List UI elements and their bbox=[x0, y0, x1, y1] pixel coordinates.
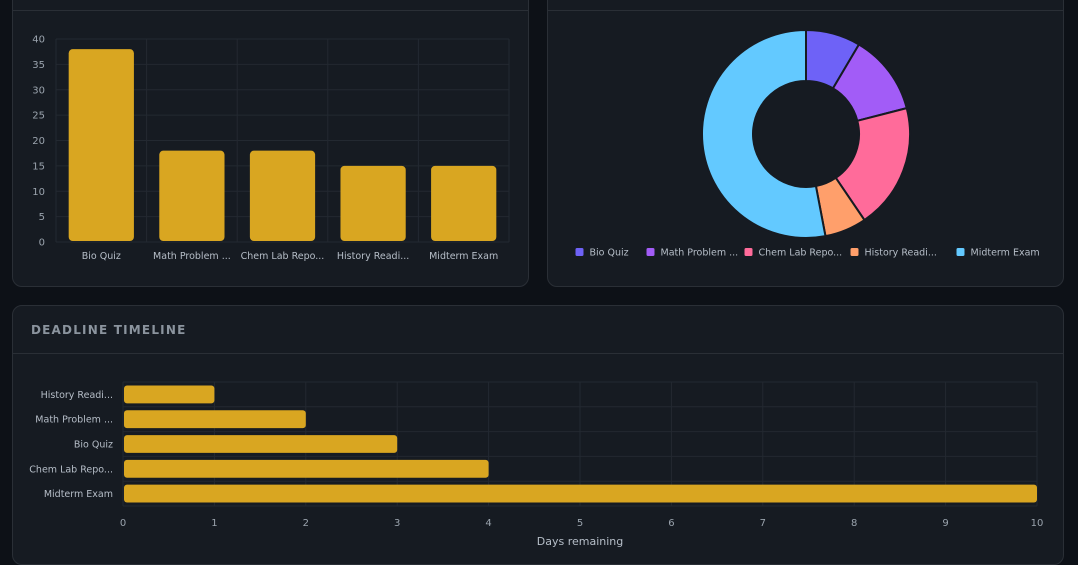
bar bbox=[159, 150, 225, 241]
y-tick-label: 10 bbox=[32, 187, 45, 198]
x-tick-label: 1 bbox=[211, 518, 217, 529]
y-tick-label: 40 bbox=[32, 35, 45, 46]
x-tick-label: Midterm Exam bbox=[429, 251, 498, 262]
legend-swatch bbox=[575, 248, 584, 256]
distribution-donut-chart: Bio Quiz Math Problem ... Chem Lab Repo...… bbox=[575, 28, 1040, 259]
x-tick-label: 4 bbox=[485, 518, 491, 529]
legend-label: Midterm Exam bbox=[971, 248, 1040, 259]
legend-label: History Readi... bbox=[865, 248, 937, 259]
panel-divider bbox=[13, 353, 1063, 354]
x-tick-label: 9 bbox=[942, 518, 948, 529]
bar bbox=[340, 165, 406, 241]
panel-divider bbox=[548, 10, 1063, 11]
legend-item: History Readi... bbox=[850, 248, 937, 259]
y-tick-label: Chem Lab Repo... bbox=[29, 464, 113, 475]
y-tick-label: Midterm Exam bbox=[44, 489, 113, 500]
legend-swatch bbox=[956, 248, 965, 256]
legend-label: Math Problem ... bbox=[661, 248, 739, 259]
timeline-bar bbox=[124, 410, 306, 429]
legend-item: Math Problem ... bbox=[646, 248, 739, 259]
x-tick-label: 2 bbox=[303, 518, 309, 529]
distribution-donut-chart-panel: Bio Quiz Math Problem ... Chem Lab Repo...… bbox=[547, 0, 1064, 287]
workload-bar-chart: 0 5 10 15 20 25 30 35 40 Bio Quiz Math Problem ...… bbox=[32, 35, 510, 262]
x-axis-label: Days remaining bbox=[537, 535, 624, 548]
x-tick-label: 10 bbox=[1031, 518, 1044, 529]
bar bbox=[68, 49, 134, 242]
legend-swatch bbox=[850, 248, 859, 256]
y-tick-label: 15 bbox=[32, 161, 45, 172]
deadline-timeline-panel: DEADLINE TIMELINE 0 1 2 3 4 5 6 7 8 9 10 History Re… bbox=[12, 305, 1064, 565]
legend-swatch bbox=[646, 248, 655, 256]
legend-item: Midterm Exam bbox=[956, 248, 1040, 259]
y-tick-label: 5 bbox=[39, 212, 45, 223]
y-tick-label: 35 bbox=[32, 60, 45, 71]
x-tick-label: 8 bbox=[851, 518, 857, 529]
timeline-bar bbox=[124, 484, 1037, 503]
bar bbox=[249, 150, 316, 241]
legend-label: Bio Quiz bbox=[590, 248, 629, 259]
x-tick-label: 3 bbox=[394, 518, 400, 529]
timeline-bar bbox=[124, 459, 489, 478]
legend-item: Chem Lab Repo... bbox=[744, 248, 843, 259]
panel-divider bbox=[13, 10, 528, 11]
deadline-timeline-chart: 0 1 2 3 4 5 6 7 8 9 10 History Readi... Math Problem… bbox=[29, 381, 1044, 548]
x-tick-label: Chem Lab Repo... bbox=[241, 251, 325, 262]
x-tick-label: 0 bbox=[120, 518, 126, 529]
y-tick-label: 20 bbox=[32, 136, 45, 147]
x-tick-label: History Readi... bbox=[337, 251, 409, 262]
panel-title: DEADLINE TIMELINE bbox=[31, 323, 187, 337]
x-tick-label: 7 bbox=[760, 518, 766, 529]
legend-item: Bio Quiz bbox=[575, 248, 629, 259]
donut-slice bbox=[701, 28, 827, 239]
timeline-bar bbox=[124, 385, 215, 404]
y-tick-label: Math Problem ... bbox=[35, 415, 113, 426]
timeline-bar bbox=[124, 435, 398, 453]
y-tick-label: 25 bbox=[32, 111, 45, 122]
y-tick-label: Bio Quiz bbox=[74, 440, 113, 451]
x-tick-label: 6 bbox=[668, 518, 674, 529]
x-tick-label: 5 bbox=[577, 518, 583, 529]
y-tick-label: 30 bbox=[32, 85, 45, 96]
y-tick-label: History Readi... bbox=[41, 390, 113, 401]
x-tick-label: Bio Quiz bbox=[82, 251, 121, 262]
legend-label: Chem Lab Repo... bbox=[759, 248, 843, 259]
y-tick-label: 0 bbox=[39, 238, 45, 249]
workload-bar-chart-panel: 0 5 10 15 20 25 30 35 40 Bio Quiz Math Problem ...… bbox=[12, 0, 529, 287]
x-tick-label: Math Problem ... bbox=[153, 251, 231, 262]
legend-swatch bbox=[744, 248, 753, 256]
bar bbox=[431, 165, 497, 241]
